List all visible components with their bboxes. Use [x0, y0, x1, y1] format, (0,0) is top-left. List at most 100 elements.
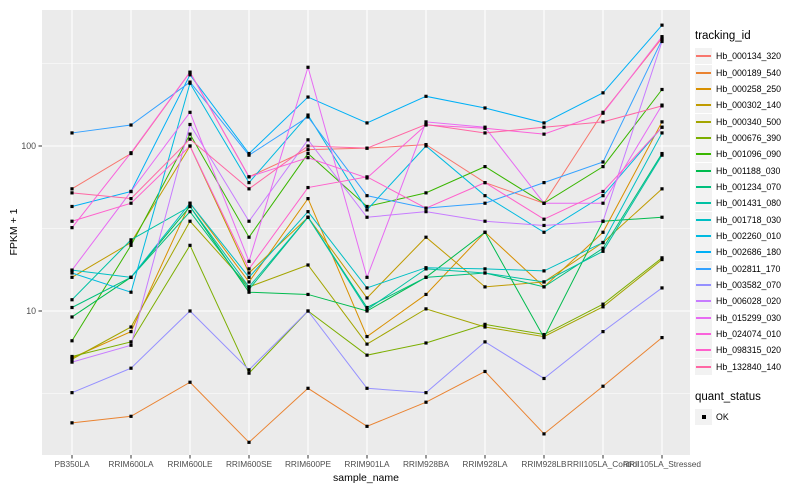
data-point	[129, 201, 133, 205]
legend-key-line-swatch	[696, 365, 711, 368]
legend-item-label: Hb_000134_320	[716, 51, 782, 62]
data-point	[247, 267, 251, 271]
data-point	[601, 305, 605, 309]
data-point	[129, 238, 133, 242]
legend-key	[695, 162, 712, 179]
legend-key	[695, 178, 712, 195]
data-point	[424, 275, 428, 279]
data-point	[188, 132, 192, 136]
data-point	[129, 343, 133, 347]
data-point	[601, 230, 605, 234]
data-point	[424, 122, 428, 127]
data-point	[542, 230, 546, 234]
data-point	[483, 271, 487, 275]
legend-key-line-swatch	[696, 55, 711, 58]
legend-item: Hb_132840_140	[695, 358, 799, 375]
data-point	[70, 391, 74, 395]
data-point	[306, 185, 310, 190]
data-point	[188, 137, 192, 141]
data-point	[424, 120, 428, 124]
data-point	[424, 94, 428, 98]
legend-key-line-swatch	[696, 251, 711, 254]
legend-key	[695, 276, 712, 293]
data-point	[365, 204, 369, 209]
data-point	[483, 325, 487, 329]
legend-key	[695, 409, 712, 426]
data-point	[365, 175, 369, 179]
data-point	[306, 138, 310, 142]
legend-item: Hb_001431_080	[695, 195, 799, 212]
data-point	[70, 187, 74, 191]
data-point	[483, 106, 487, 110]
data-point	[424, 144, 428, 148]
data-point	[542, 181, 546, 185]
legend-item: Hb_001188_030	[695, 162, 799, 179]
data-point	[483, 369, 487, 374]
data-point	[660, 286, 664, 290]
data-point	[129, 290, 133, 294]
legend-key-line-swatch	[696, 87, 711, 90]
data-point	[542, 201, 546, 205]
data-point	[660, 120, 664, 124]
data-point	[483, 201, 487, 205]
data-point	[660, 187, 664, 191]
data-point	[542, 332, 546, 337]
x-tick-label: RRII105LA_Stressed	[623, 459, 701, 469]
x-tick-label: RRIM600LE	[167, 459, 213, 469]
data-point	[542, 223, 546, 228]
legend-key	[695, 64, 712, 81]
data-point	[365, 334, 369, 339]
legend-item: Hb_000258_250	[695, 80, 799, 97]
legend-key-line-swatch	[696, 300, 711, 303]
data-point	[70, 360, 74, 364]
legend-key	[695, 309, 712, 326]
data-point	[188, 210, 192, 214]
data-point	[601, 91, 605, 95]
legend-item: Hb_000302_140	[695, 97, 799, 114]
x-tick-label: RRIM600LA	[108, 459, 154, 469]
data-point	[601, 201, 605, 205]
data-point	[70, 421, 74, 425]
legend-item: Hb_003582_070	[695, 276, 799, 293]
data-point	[306, 309, 310, 313]
data-point	[660, 257, 664, 262]
data-point	[247, 175, 251, 179]
legend-key-line-swatch	[696, 136, 711, 139]
legend-key-line-swatch	[696, 333, 711, 336]
legend-key-line-swatch	[696, 104, 711, 107]
legend-item: Hb_001234_070	[695, 178, 799, 195]
data-point	[365, 121, 369, 125]
legend-item: Hb_006028_020	[695, 293, 799, 310]
legend-item: Hb_000340_500	[695, 113, 799, 130]
data-point	[601, 330, 605, 334]
data-point	[247, 280, 251, 284]
data-point	[188, 122, 192, 127]
legend-item-label: Hb_002260_010	[716, 230, 782, 241]
data-point	[424, 400, 428, 404]
legend-item-label: Hb_000258_250	[716, 83, 782, 94]
data-point	[660, 35, 664, 39]
legend-key-line-swatch	[696, 185, 711, 188]
legend-key	[695, 97, 712, 114]
data-point	[483, 322, 487, 326]
data-point	[483, 126, 487, 130]
y-tick-label: 10	[26, 306, 36, 316]
data-point	[424, 191, 428, 195]
legend-key	[695, 326, 712, 343]
legend-item: Hb_002811_170	[695, 260, 799, 277]
data-point	[129, 196, 133, 201]
data-point	[660, 131, 664, 135]
data-point	[424, 266, 428, 270]
legend-key	[695, 129, 712, 146]
legend-key	[695, 293, 712, 310]
legend-key	[695, 358, 712, 375]
legend-key-square-swatch	[701, 415, 706, 420]
legend-key	[695, 146, 712, 163]
data-point	[365, 215, 369, 219]
data-point	[660, 87, 664, 92]
legend-key-line-swatch	[696, 267, 711, 270]
data-point	[365, 307, 369, 312]
legend-key-line-swatch	[696, 202, 711, 205]
data-point	[542, 125, 546, 129]
legend-item-label: Hb_002686_180	[716, 247, 782, 258]
